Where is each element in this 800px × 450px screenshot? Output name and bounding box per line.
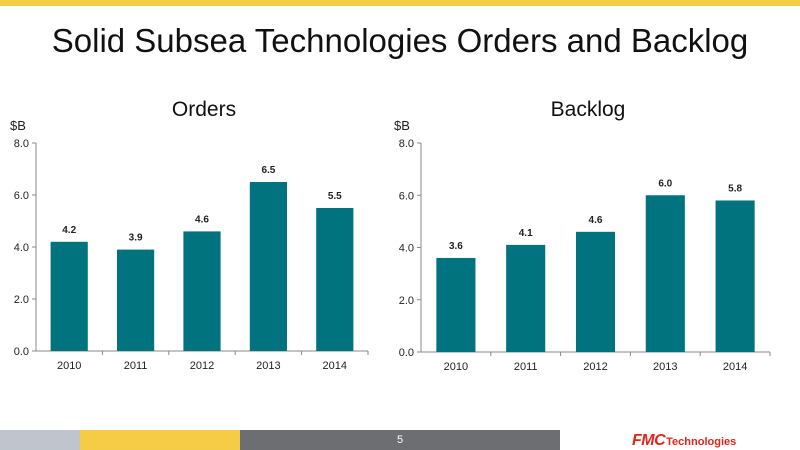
bar bbox=[575, 231, 616, 352]
y-tick-label: 0.0 bbox=[14, 346, 29, 358]
orders-unit-label: $B bbox=[10, 118, 26, 133]
y-tick-label: 2.0 bbox=[14, 294, 29, 306]
y-tick-label: 6.0 bbox=[399, 190, 414, 202]
data-label: 5.8 bbox=[728, 183, 742, 194]
x-tick-label: 2013 bbox=[653, 361, 677, 373]
data-label: 4.6 bbox=[195, 214, 209, 225]
page-number: 5 bbox=[396, 434, 404, 446]
data-label: 6.0 bbox=[658, 178, 672, 189]
x-tick-label: 2014 bbox=[323, 360, 347, 372]
x-tick-label: 2012 bbox=[190, 360, 214, 372]
bar bbox=[50, 241, 88, 351]
bar bbox=[645, 195, 685, 352]
data-label: 5.5 bbox=[328, 191, 342, 202]
logo-fmc-text: FMC bbox=[632, 432, 666, 449]
x-tick-label: 2014 bbox=[723, 361, 747, 373]
x-tick-label: 2011 bbox=[124, 360, 148, 372]
x-tick-label: 2011 bbox=[514, 361, 538, 373]
company-logo: FMC Technologies bbox=[632, 432, 737, 449]
backlog-unit-label: $B bbox=[394, 118, 410, 133]
data-label: 3.9 bbox=[129, 233, 143, 244]
y-tick-label: 2.0 bbox=[399, 295, 414, 307]
backlog-chart-title: Backlog bbox=[550, 98, 626, 121]
bar bbox=[715, 200, 755, 352]
data-label: 3.6 bbox=[449, 241, 463, 252]
top-accent-bar bbox=[0, 0, 800, 6]
y-tick-label: 4.0 bbox=[399, 243, 414, 255]
footer-segment-yellow bbox=[80, 430, 240, 450]
bar bbox=[436, 257, 476, 352]
orders-chart-title: Orders bbox=[171, 98, 237, 121]
y-tick-label: 0.0 bbox=[399, 347, 414, 359]
bar bbox=[316, 208, 354, 351]
x-tick-label: 2010 bbox=[57, 360, 81, 372]
bar bbox=[183, 231, 221, 351]
y-tick-label: 8.0 bbox=[399, 138, 414, 150]
y-tick-label: 4.0 bbox=[14, 242, 29, 254]
x-tick-label: 2010 bbox=[444, 361, 468, 373]
y-tick-label: 6.0 bbox=[14, 190, 29, 202]
bar bbox=[249, 182, 287, 351]
data-label: 4.2 bbox=[62, 225, 76, 236]
x-tick-label: 2013 bbox=[256, 360, 280, 372]
bar bbox=[117, 249, 155, 351]
data-label: 4.6 bbox=[589, 215, 603, 226]
footer-segment-dark bbox=[240, 430, 560, 450]
slide-title: Solid Subsea Technologies Orders and Bac… bbox=[51, 22, 749, 59]
data-label: 6.5 bbox=[261, 165, 275, 176]
footer-segment-grey bbox=[0, 430, 80, 450]
y-tick-label: 8.0 bbox=[14, 138, 29, 150]
logo-technologies-text: Technologies bbox=[666, 436, 737, 448]
x-tick-label: 2012 bbox=[583, 361, 607, 373]
bar bbox=[506, 244, 546, 352]
data-label: 4.1 bbox=[519, 228, 533, 239]
